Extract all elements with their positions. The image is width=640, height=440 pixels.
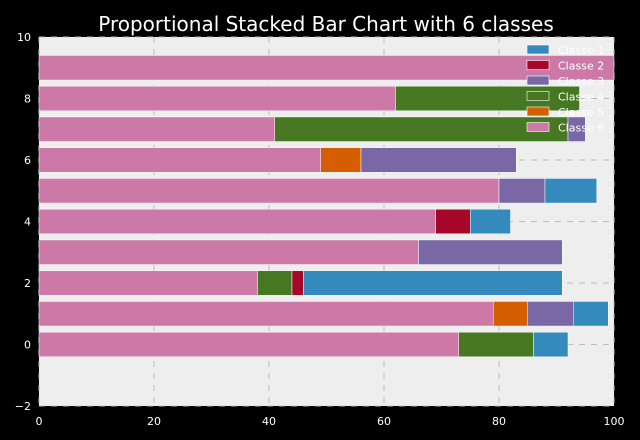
x-tick-label: 40 <box>262 415 276 428</box>
y-tick-label: −2 <box>15 400 31 413</box>
legend-label: Classe 3 <box>558 75 604 88</box>
bar-segment-classe-6-row-7 <box>38 116 275 142</box>
bar-segment-classe-1-row-2 <box>303 270 563 296</box>
y-tick-label: 6 <box>24 154 31 167</box>
legend-swatch <box>526 75 550 86</box>
y-tick-label: 10 <box>17 31 31 44</box>
bars-group <box>38 55 615 358</box>
chart-title: Proportional Stacked Bar Chart with 6 cl… <box>98 12 554 36</box>
bar-segment-classe-6-row-4 <box>38 208 436 235</box>
bar-segment-classe-6-row-8 <box>38 85 396 112</box>
bar-segment-classe-4-row-0 <box>458 331 534 358</box>
bar-segment-classe-6-row-6 <box>38 147 321 173</box>
bar-segment-classe-6-row-3 <box>38 239 419 265</box>
bar-segment-classe-5-row-1 <box>493 301 528 327</box>
x-tick-label: 0 <box>36 415 43 428</box>
bar-segment-classe-4-row-7 <box>274 116 569 142</box>
y-tick-label: 4 <box>24 216 31 229</box>
bar-segment-classe-3-row-5 <box>498 178 546 204</box>
bar-segment-classe-3-row-6 <box>360 147 517 173</box>
legend-label: Classe 4 <box>558 91 604 104</box>
axes-group: 0 20 40 60 80 100 −2 0 2 4 6 8 10 <box>15 31 625 428</box>
legend-swatch <box>526 122 550 132</box>
legend-label: Classe 5 <box>558 106 604 119</box>
bar-segment-classe-4-row-8 <box>395 85 580 112</box>
bar-segment-classe-6-row-1 <box>38 301 494 327</box>
legend: Classe 1 Classe 2 Classe 3 Classe 4 Classe 5… <box>526 44 604 135</box>
bar-segment-classe-3-row-1 <box>527 301 574 327</box>
x-tick-label: 60 <box>377 415 391 428</box>
y-tick-label: 0 <box>24 339 31 352</box>
bar-segment-classe-1-row-0 <box>533 331 569 358</box>
y-tick-label: 2 <box>24 277 31 290</box>
bar-segment-classe-6-row-9 <box>38 55 615 81</box>
bar-segment-classe-3-row-7 <box>567 116 586 142</box>
bar-segment-classe-1-row-4 <box>470 208 511 235</box>
legend-swatch <box>526 44 550 55</box>
legend-swatch <box>526 91 550 101</box>
x-tick-label: 80 <box>492 415 506 428</box>
bar-segment-classe-1-row-5 <box>544 178 597 204</box>
bar-segment-classe-3-row-3 <box>418 239 563 265</box>
y-tick-label: 8 <box>24 93 31 106</box>
legend-swatch <box>526 106 550 117</box>
x-tick-label: 20 <box>147 415 161 428</box>
bar-segment-classe-6-row-0 <box>38 331 459 358</box>
x-tick-label: 100 <box>604 415 625 428</box>
legend-swatch <box>526 60 550 70</box>
bar-segment-classe-5-row-6 <box>320 147 362 173</box>
bar-segment-classe-4-row-2 <box>257 270 293 296</box>
bar-segment-classe-1-row-1 <box>573 301 609 327</box>
bar-segment-classe-6-row-5 <box>38 178 500 204</box>
bar-segment-classe-2-row-2 <box>291 270 304 296</box>
legend-label: Classe 1 <box>558 44 604 57</box>
bar-segment-classe-6-row-2 <box>38 270 258 296</box>
legend-label: Classe 2 <box>558 60 604 73</box>
bar-segment-classe-2-row-4 <box>435 208 471 235</box>
legend-label: Classe 6 <box>558 122 604 135</box>
